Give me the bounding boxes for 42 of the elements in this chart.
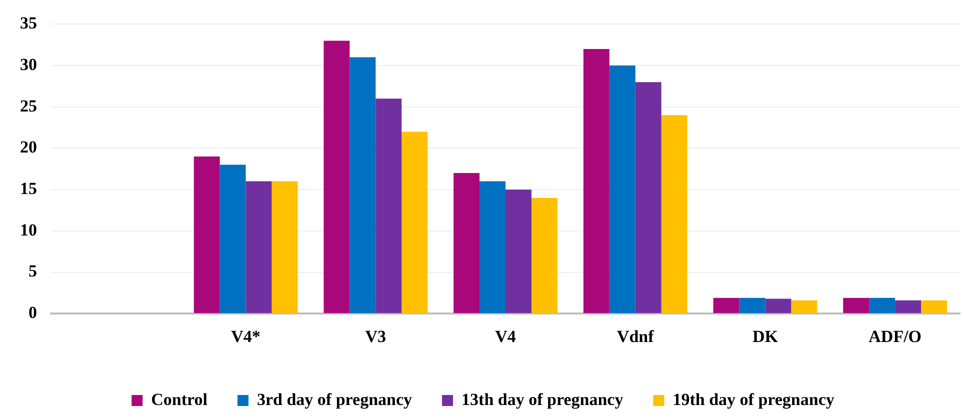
y-tick-label: 0	[28, 302, 37, 322]
bar	[402, 132, 428, 314]
y-tick-label: 10	[20, 220, 37, 240]
bar	[531, 198, 558, 314]
bar	[272, 181, 298, 314]
x-tick-label: V4*	[231, 327, 260, 346]
bar	[635, 82, 662, 314]
bar	[454, 173, 480, 314]
legend-label: 19th day of pregnancy	[672, 390, 835, 409]
y-tick-label: 20	[20, 138, 37, 157]
bar	[843, 298, 870, 314]
bar	[869, 298, 896, 314]
x-tick-label: DK	[752, 327, 779, 346]
x-tick-label: V3	[365, 327, 386, 346]
y-tick-label: 5	[28, 262, 37, 281]
bar	[506, 190, 532, 314]
bar	[246, 181, 272, 314]
bar	[739, 298, 766, 314]
y-tick-label: 30	[20, 54, 37, 74]
bar	[350, 57, 376, 314]
legend-label: 3rd day of pregnancy	[256, 390, 413, 409]
y-tick-label: 35	[20, 14, 37, 33]
x-tick-label: Vdnf	[616, 327, 654, 346]
x-tick-label: V4	[495, 327, 516, 346]
bar	[765, 298, 792, 314]
y-tick-label: 25	[20, 96, 37, 116]
bar	[895, 300, 922, 314]
x-tick-label: ADF/O	[868, 327, 922, 346]
bar	[661, 115, 688, 314]
legend-label: Control	[151, 390, 208, 409]
bar	[921, 300, 948, 314]
legend-label: 13th day of pregnancy	[462, 390, 624, 409]
bar	[194, 156, 220, 314]
bar	[713, 298, 740, 314]
bar	[609, 66, 636, 314]
bar	[220, 164, 246, 314]
bar	[376, 98, 402, 314]
bar	[324, 40, 350, 314]
bar	[480, 181, 506, 314]
y-tick-label: 15	[20, 178, 37, 198]
bar	[583, 49, 610, 314]
bar	[791, 300, 818, 314]
